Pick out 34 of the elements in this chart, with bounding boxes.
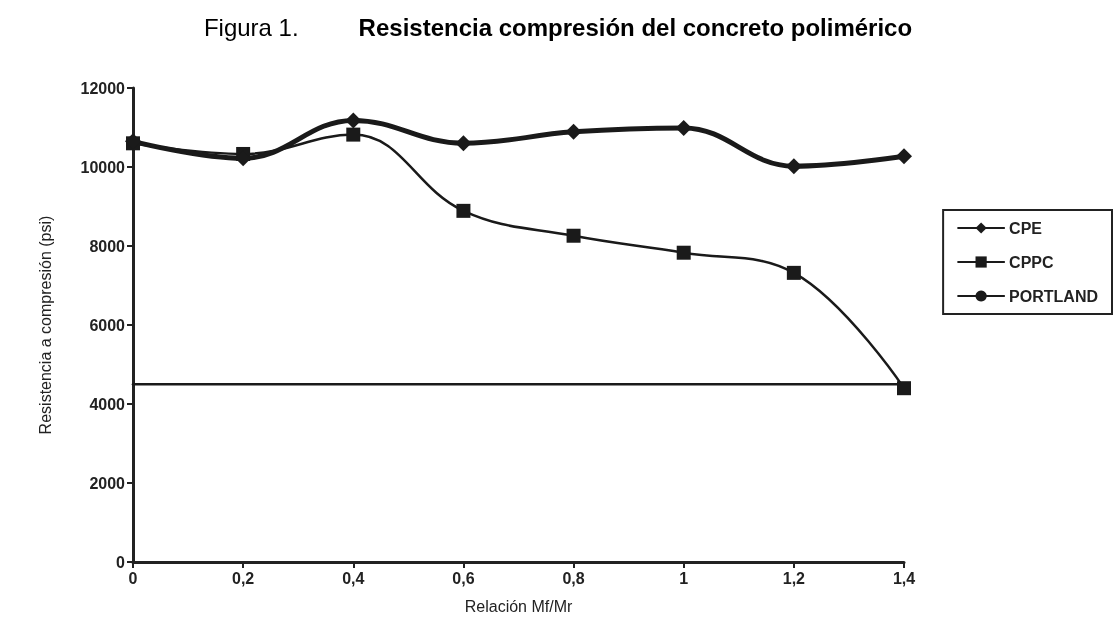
y-tick-label: 0 [116,553,126,571]
x-tick-label: 0,4 [342,569,365,587]
point [785,158,802,175]
x-tick-label: 1,2 [782,569,806,587]
x-tick-label: 0,8 [562,569,585,587]
y-tick-label: 8000 [89,237,126,255]
point [896,148,912,165]
x-tick-label: 0,6 [452,569,475,587]
legend-label: CPE [1009,219,1043,237]
y-tick-label: 10000 [80,158,126,176]
chart-title: Figura 1. [203,14,299,41]
legend-label: CPPC [1009,253,1055,271]
point [346,127,361,142]
y-tick-label: 6000 [89,316,126,334]
point [565,123,582,140]
y-tick-label: 2000 [89,474,126,492]
point [786,265,801,280]
point [676,245,691,260]
point [566,228,581,243]
y-tick-label: 4000 [89,395,126,413]
legend-label: PORTLAND [1009,287,1099,305]
y-axis-title: Resistencia a compresión (psi) [36,215,54,435]
x-tick-label: 0,2 [232,569,255,587]
y-tick-label: 12000 [80,79,126,97]
point [675,119,692,136]
point [455,135,472,152]
x-tick-label: 1,4 [892,569,916,587]
x-axis-title: Relación Mf/Mr [464,597,573,615]
chart-subtitle: Resistencia compresión del concreto polimérico [358,14,913,41]
point [456,203,471,218]
point [897,381,911,396]
x-tick-label: 1 [679,569,689,587]
x-tick-label: 0 [128,569,138,587]
point [345,112,362,129]
